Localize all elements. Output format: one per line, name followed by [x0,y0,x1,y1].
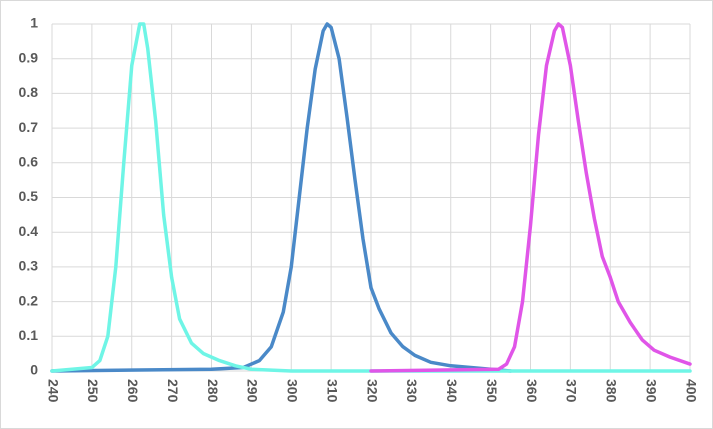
x-tick-label: 370 [564,379,580,403]
data-line [50,22,692,373]
y-tick-label: 0.7 [19,119,39,135]
y-tick-label: 0.4 [19,223,39,239]
data-line [369,22,692,373]
x-tick-label: 380 [604,379,620,403]
x-tick-label: 390 [643,379,659,403]
y-tick-label: 0.9 [19,49,39,65]
x-tick-label: 400 [683,379,699,403]
x-tick-label: 290 [245,379,261,403]
data-line [50,22,513,373]
y-tick-label: 0 [30,362,38,378]
x-tick-label: 310 [324,379,340,403]
y-tick-label: 0.1 [19,327,39,343]
x-tick-label: 320 [364,379,380,403]
x-tick-label: 260 [125,379,141,403]
x-tick-label: 240 [45,379,61,403]
y-tick-label: 0.6 [19,154,39,170]
y-tick-label: 0.5 [19,188,39,204]
x-tick-label: 340 [444,379,460,403]
y-tick-label: 0.8 [19,84,39,100]
y-tick-label: 0.3 [19,258,39,274]
x-tick-label: 250 [85,379,101,403]
x-tick-label: 270 [165,379,181,403]
y-tick-label: 0.2 [19,292,39,308]
x-tick-label: 330 [404,379,420,403]
x-tick-label: 300 [285,379,301,403]
y-tick-label: 1 [30,15,38,31]
x-tick-label: 360 [524,379,540,403]
x-tick-label: 350 [484,379,500,403]
x-tick-label: 280 [205,379,221,403]
